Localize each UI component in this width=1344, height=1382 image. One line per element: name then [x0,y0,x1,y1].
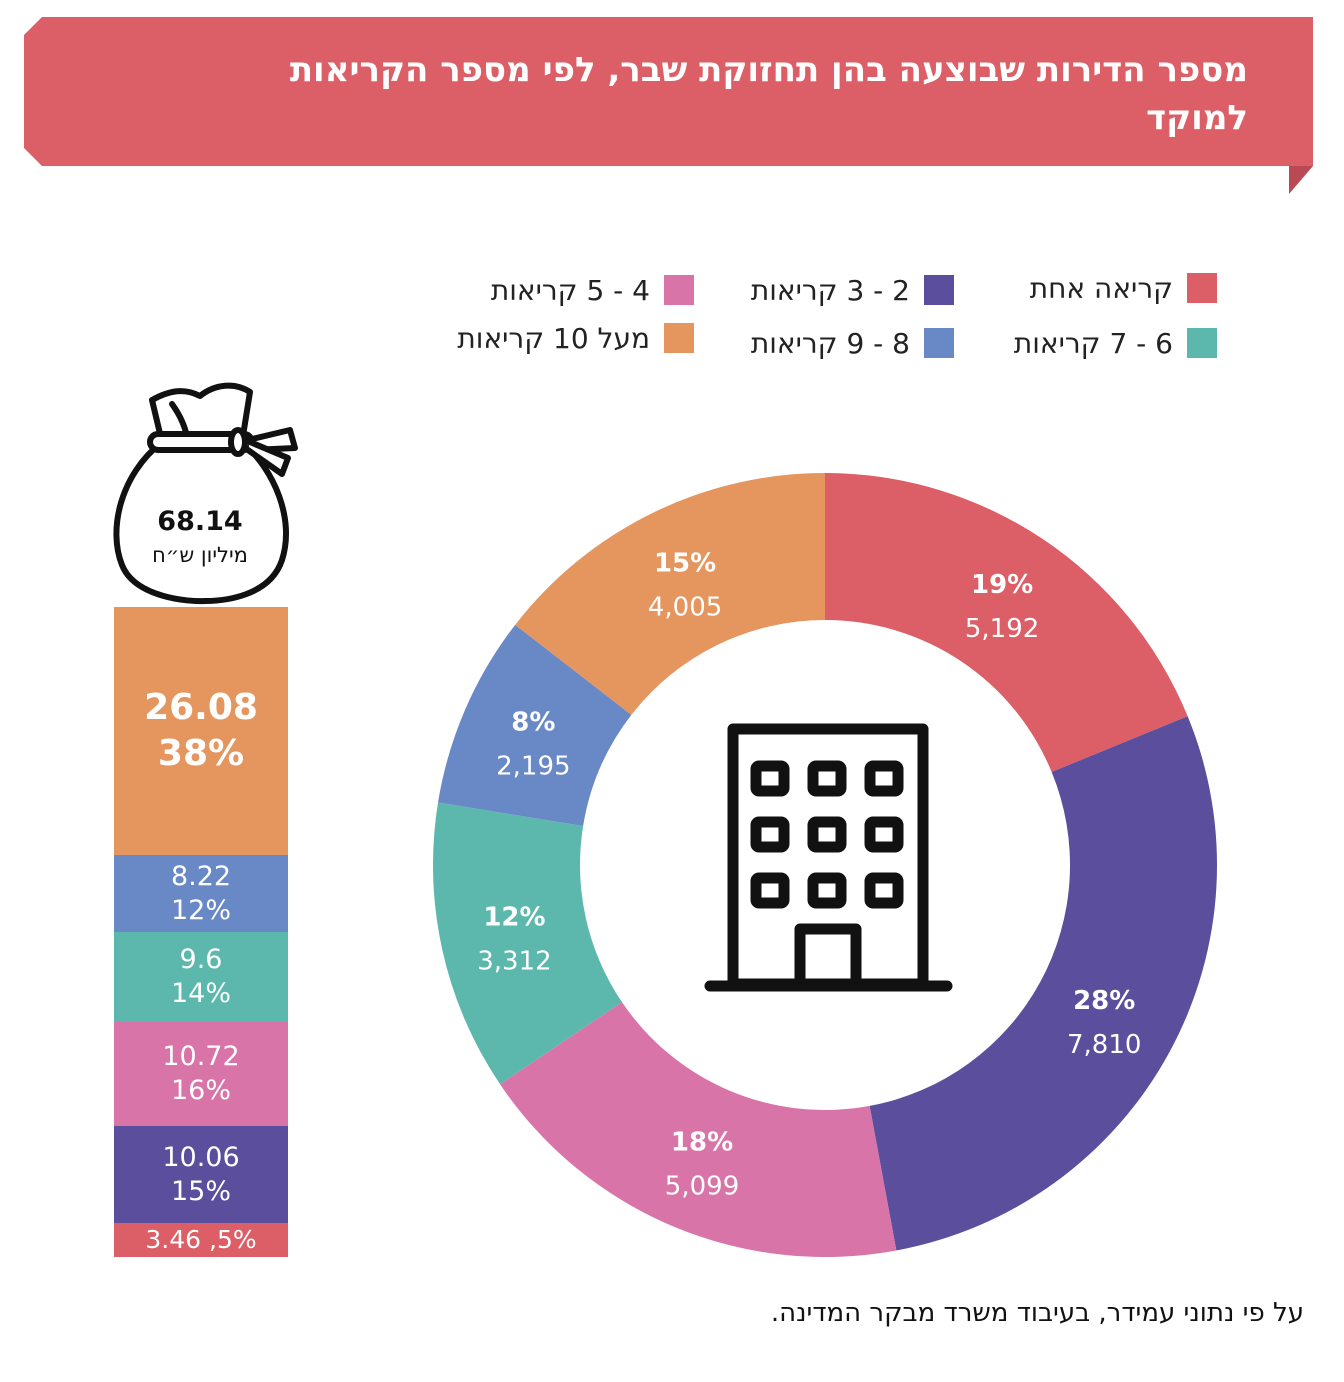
legend-label: 2 - 3 קריאות [750,273,910,307]
source-note: על פי נתוני עמידר, בעיבוד משרד מבקר המדי… [770,1298,1304,1328]
slice-percent-label: 15% [654,548,716,578]
legend-label: קריאה אחת [1029,271,1173,305]
segment-percent: 38% [157,733,245,774]
segment-percent: 16% [170,1075,231,1106]
slice-percent-label: 12% [483,902,545,932]
banner-fold [1289,166,1313,194]
building-icon [704,723,953,992]
bar-segment-four-five: 10.72 16% [114,1022,288,1126]
donut-labels: 19% 5,192 28% 7,810 18% 5,099 12% 3,312 8% 2,195 1… [477,548,1141,1201]
slice-value-label: 7,810 [1067,1030,1141,1060]
segment-value: 26.08 [144,687,258,728]
legend-item-four-five: 4 - 5 קריאות [491,270,694,310]
legend-swatch [664,275,694,305]
slice-percent-label: 19% [971,570,1033,600]
bar-segment-two-three: 10.06 15% [114,1126,288,1223]
cost-stacked-bar: 26.08 38% 8.22 12% 9.6 14% 10.72 16% 10.… [114,607,288,1257]
legend-swatch [924,275,954,305]
banner-background [24,17,1313,166]
legend-item-over-ten: מעל 10 קריאות [457,318,694,358]
segment-percent: 14% [170,978,231,1009]
donut-slice [825,473,1188,772]
bar-segment-six-seven: 9.6 14% [114,932,288,1022]
segment-value: 10.72 [162,1041,240,1072]
donut-slice [433,802,622,1085]
donut-slice [515,473,825,715]
slice-percent-label: 28% [1073,986,1135,1016]
bar-segment-over-ten: 26.08 38% [114,607,288,855]
money-bag-icon: 68.14 מיליון ש״ח [113,382,298,605]
title-banner [24,17,1313,194]
segment-text: 3.46 ,5% [145,1225,257,1254]
donut-slices [433,473,1217,1257]
donut-slice [869,716,1217,1251]
legend-item-one-call: קריאה אחת [1030,268,1217,308]
segment-value: 8.22 [170,860,232,892]
slice-value-label: 4,005 [648,592,722,622]
slice-value-label: 2,195 [496,751,570,781]
legend: קריאה אחת 2 - 3 קריאות 4 - 5 קריאות 6 - … [0,0,1344,380]
slice-value-label: 5,099 [665,1171,739,1201]
legend-label: מעל 10 קריאות [457,321,650,355]
legend-swatch [664,323,694,353]
bar-segment-one-call: 3.46 ,5% [114,1223,288,1257]
legend-item-eight-nine: 8 - 9 קריאות [751,323,954,363]
legend-swatch [1187,328,1217,358]
total-value: 68.14 [157,506,242,537]
donut-slice [500,1002,897,1257]
legend-label: 4 - 5 קריאות [490,273,650,307]
slice-value-label: 5,192 [965,614,1039,644]
slice-value-label: 3,312 [477,946,551,976]
slice-percent-label: 8% [511,707,555,737]
total-unit: מיליון ש״ח [152,543,248,567]
legend-swatch [1187,273,1217,303]
legend-item-two-three: 2 - 3 קריאות [751,270,954,310]
bar-segment-eight-nine: 8.22 12% [114,855,288,932]
segment-value: 9.6 [179,944,223,975]
segment-percent: 12% [170,894,231,926]
donut-chart: 19% 5,192 28% 7,810 18% 5,099 12% 3,312 8% 2,195 1… [433,473,1217,1257]
legend-label: 6 - 7 קריאות [1013,326,1173,360]
chart-title: מספר הדירות שבוצעה בהן תחזוקת שבר, לפי מ… [289,50,1248,138]
slice-percent-label: 18% [671,1127,733,1157]
segment-percent: 15% [170,1175,231,1207]
segment-value: 10.06 [162,1141,240,1173]
legend-label: 8 - 9 קריאות [750,326,910,360]
donut-slice [438,624,632,826]
legend-swatch [924,328,954,358]
legend-item-six-seven: 6 - 7 קריאות [1014,323,1217,363]
